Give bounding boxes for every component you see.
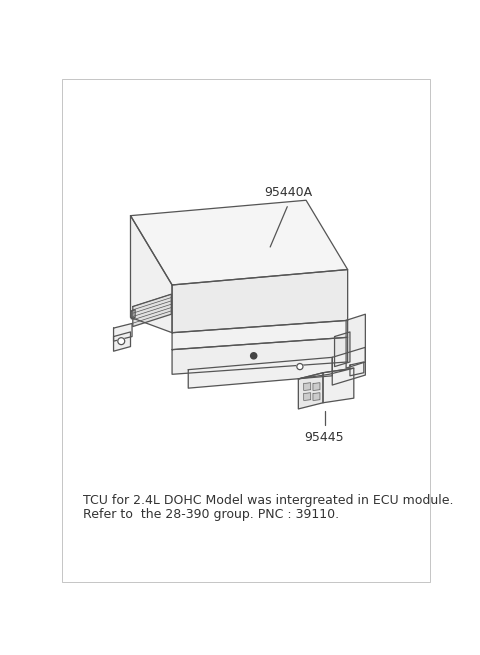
Circle shape [297,364,303,369]
Polygon shape [313,393,320,400]
Polygon shape [304,393,311,400]
Polygon shape [114,324,132,341]
Polygon shape [299,373,323,409]
Polygon shape [335,332,350,367]
Polygon shape [114,332,131,351]
Polygon shape [188,358,332,388]
Circle shape [118,338,125,345]
Polygon shape [346,314,365,368]
Polygon shape [172,320,348,350]
Polygon shape [332,347,365,385]
Polygon shape [350,362,364,376]
Polygon shape [313,383,320,390]
Circle shape [251,353,257,359]
Polygon shape [131,310,135,319]
Text: 95445: 95445 [305,431,344,444]
Polygon shape [172,270,348,333]
Polygon shape [299,368,354,379]
Text: Refer to  the 28-390 group. PNC : 39110.: Refer to the 28-390 group. PNC : 39110. [83,508,339,521]
Polygon shape [131,215,172,333]
Polygon shape [131,200,348,285]
Text: 95440A: 95440A [264,186,312,198]
Polygon shape [172,337,348,374]
Polygon shape [304,383,311,390]
Text: TCU for 2.4L DOHC Model was intergreated in ECU module.: TCU for 2.4L DOHC Model was intergreated… [83,494,453,507]
Polygon shape [133,294,171,327]
Polygon shape [323,368,354,403]
